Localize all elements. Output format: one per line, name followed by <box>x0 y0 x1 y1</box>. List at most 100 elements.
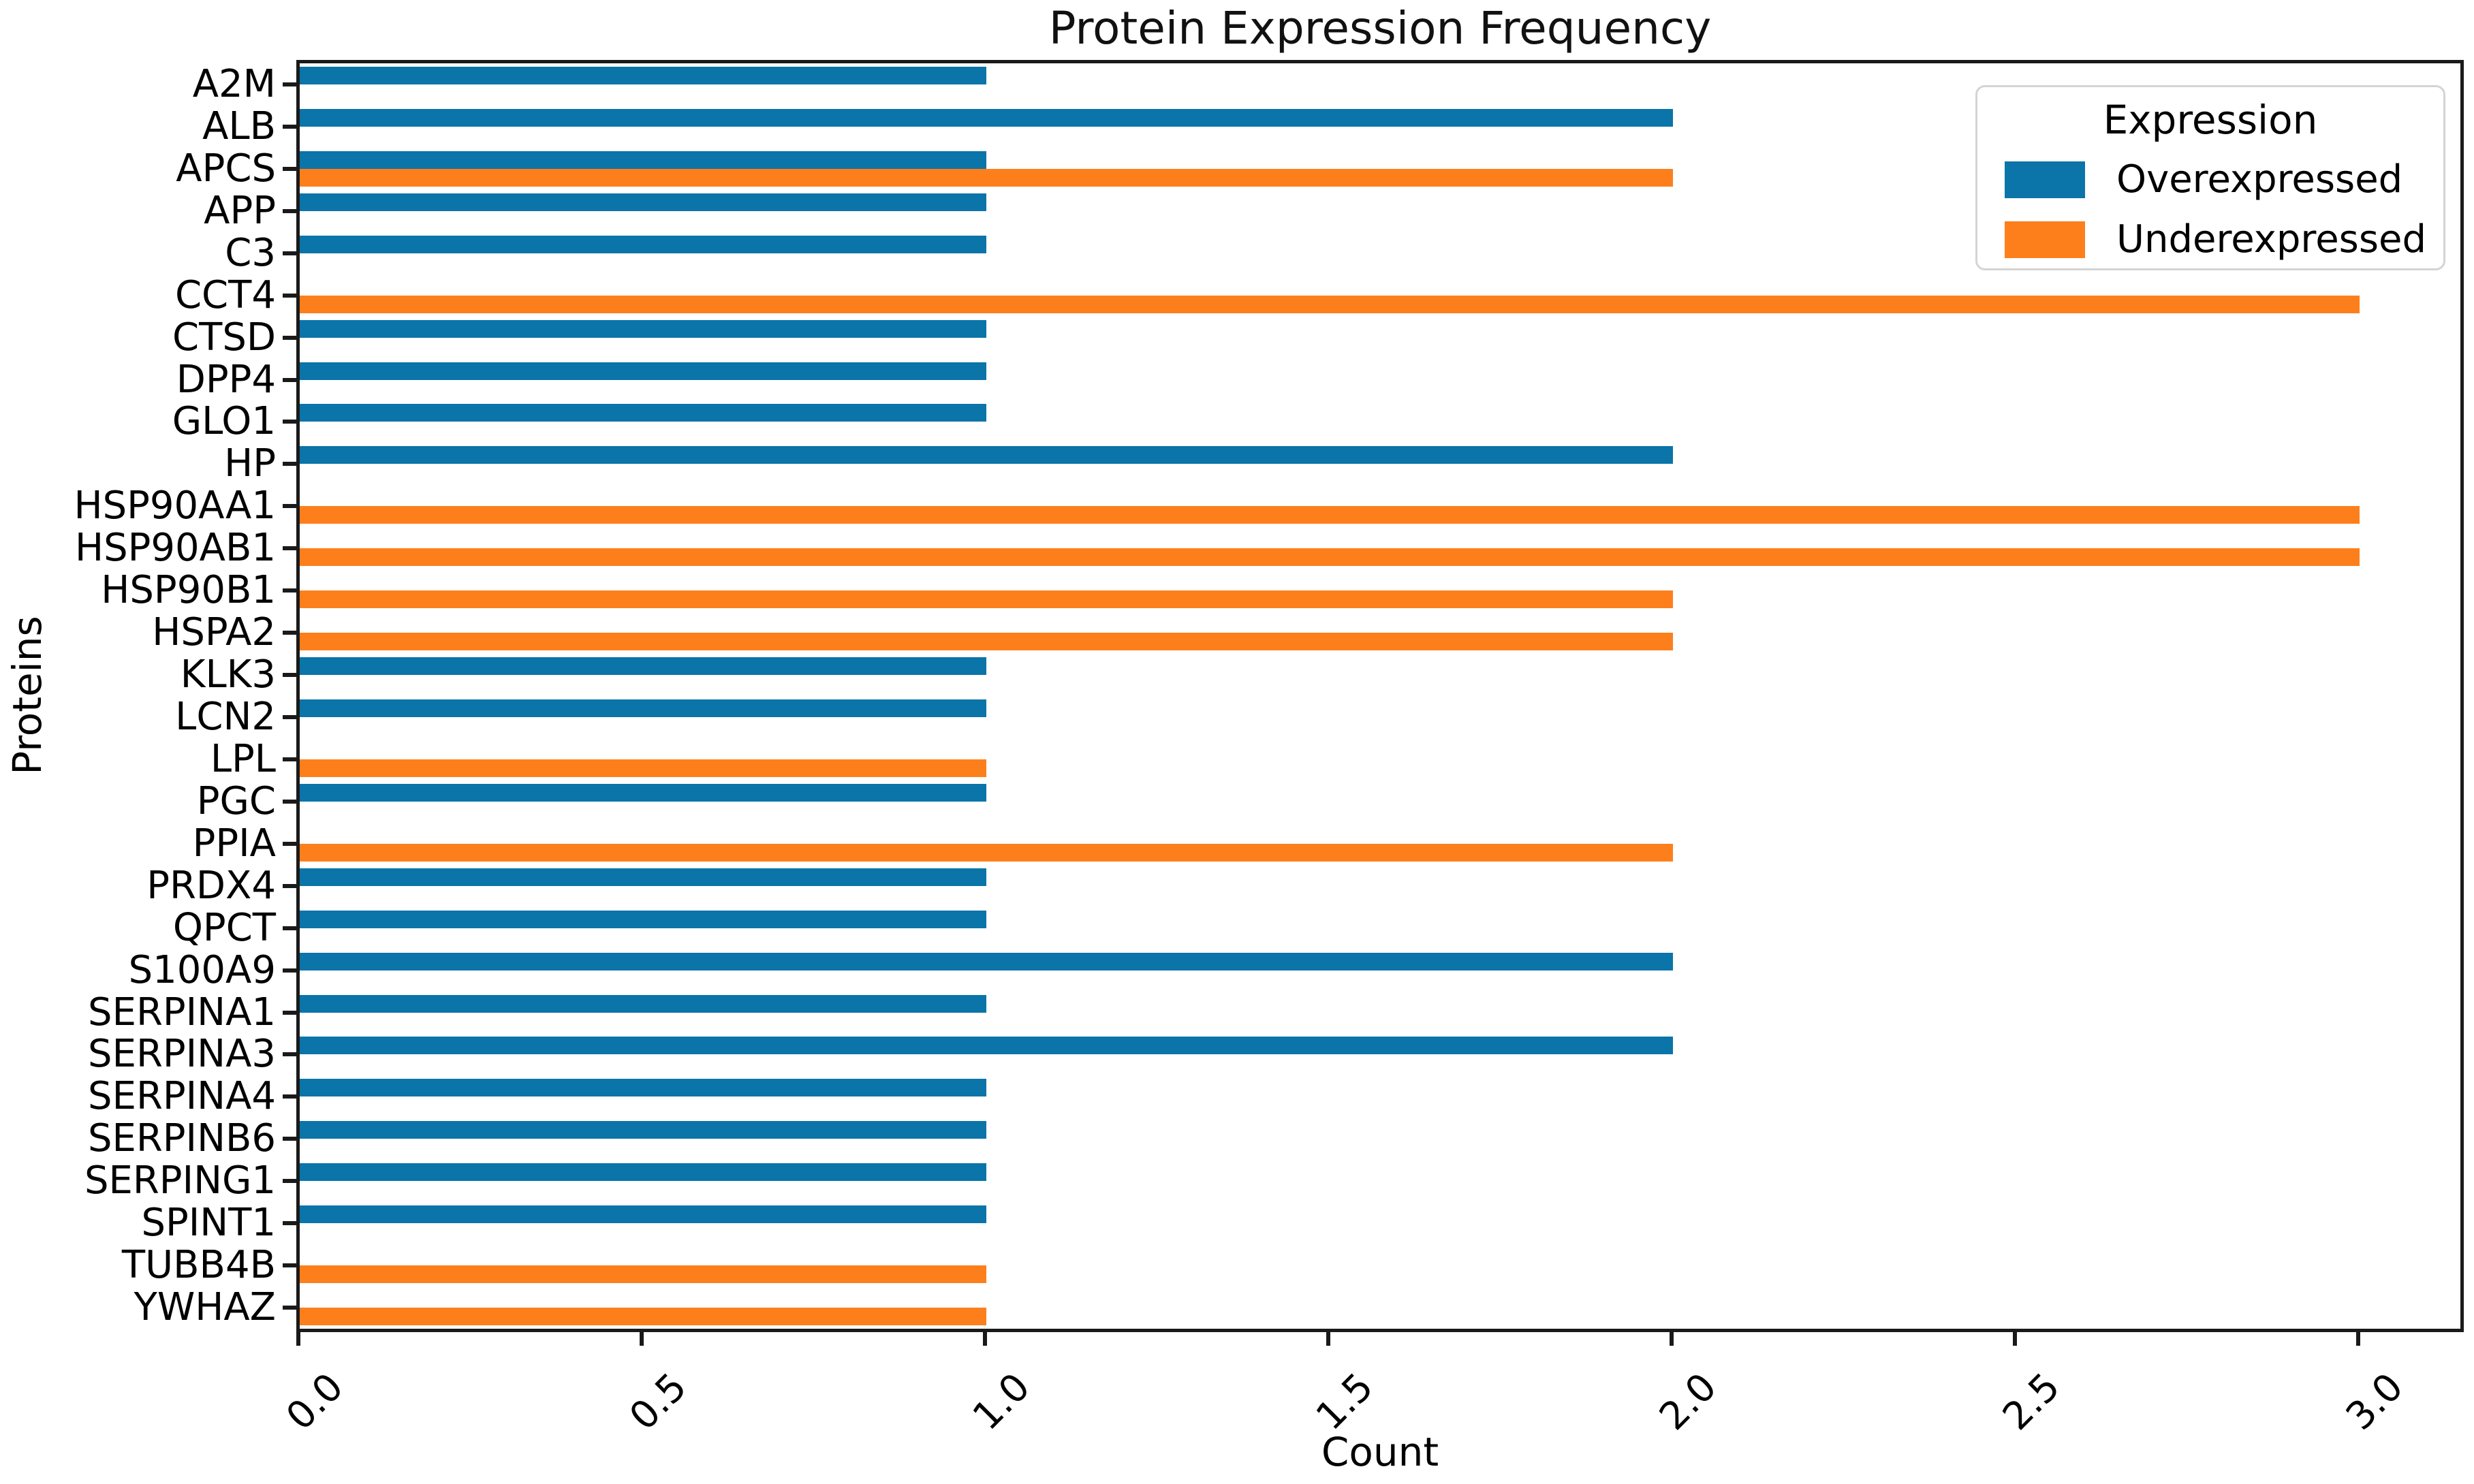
bar-overexpressed-SERPINB6 <box>300 1121 986 1139</box>
chart-title: Protein Expression Frequency <box>1048 2 1712 54</box>
y-tick-label-LPL: LPL <box>210 737 276 781</box>
y-tick-mark <box>283 1263 296 1267</box>
bar-overexpressed-SERPINA1 <box>300 995 986 1013</box>
y-tick-mark <box>283 842 296 846</box>
y-tick-label-HSPA2: HSPA2 <box>152 610 276 654</box>
y-tick-label-HSP90B1: HSP90B1 <box>101 568 276 612</box>
y-tick-label-SERPINA3: SERPINA3 <box>88 1032 276 1076</box>
overexpressed-swatch <box>2005 161 2085 198</box>
y-tick-mark <box>283 1306 296 1310</box>
legend: Expression Overexpressed Underexpressed <box>1975 85 2445 270</box>
bar-underexpressed-LPL <box>300 759 986 777</box>
y-tick-mark <box>283 82 296 86</box>
y-tick-mark <box>283 1011 296 1015</box>
y-tick-mark <box>283 1052 296 1056</box>
bar-overexpressed-SERPING1 <box>300 1163 986 1181</box>
bar-overexpressed-QPCT <box>300 911 986 928</box>
legend-item-overexpressed: Overexpressed <box>2005 161 2443 199</box>
y-tick-mark <box>283 251 296 255</box>
bar-overexpressed-SPINT1 <box>300 1205 986 1223</box>
y-tick-mark <box>283 1137 296 1141</box>
y-tick-label-SPINT1: SPINT1 <box>141 1201 276 1245</box>
y-tick-label-TUBB4B: TUBB4B <box>121 1243 276 1287</box>
bar-underexpressed-CCT4 <box>300 296 2360 313</box>
y-tick-label-LCN2: LCN2 <box>175 695 276 739</box>
x-axis-label: Count <box>1321 1429 1439 1475</box>
y-tick-label-C3: C3 <box>225 231 276 275</box>
y-tick-label-SERPING1: SERPING1 <box>84 1158 276 1203</box>
y-tick-mark <box>283 462 296 466</box>
x-tick-mark <box>2356 1332 2360 1346</box>
y-tick-mark <box>283 336 296 340</box>
y-tick-label-CTSD: CTSD <box>172 315 276 360</box>
y-tick-label-SERPINA1: SERPINA1 <box>88 990 276 1035</box>
y-tick-mark <box>283 884 296 888</box>
y-tick-mark <box>283 588 296 593</box>
bar-overexpressed-PRDX4 <box>300 868 986 886</box>
y-tick-mark <box>283 631 296 635</box>
bar-underexpressed-HSP90B1 <box>300 590 1673 608</box>
bar-overexpressed-SERPINA4 <box>300 1079 986 1096</box>
x-tick-mark <box>1326 1332 1330 1346</box>
bar-underexpressed-PPIA <box>300 844 1673 862</box>
bar-overexpressed-S100A9 <box>300 953 1673 970</box>
bar-overexpressed-CTSD <box>300 320 986 338</box>
bar-overexpressed-PGC <box>300 784 986 802</box>
bar-underexpressed-YWHAZ <box>300 1308 986 1325</box>
bar-overexpressed-KLK3 <box>300 657 986 675</box>
x-tick-mark <box>296 1332 300 1346</box>
legend-label-overexpressed: Overexpressed <box>2116 157 2403 202</box>
y-tick-mark <box>283 715 296 719</box>
y-tick-mark <box>283 800 296 804</box>
y-tick-label-APP: APP <box>204 189 276 233</box>
y-tick-mark <box>283 420 296 424</box>
bar-underexpressed-HSP90AB1 <box>300 548 2360 566</box>
y-tick-mark <box>283 294 296 298</box>
y-tick-mark <box>283 504 296 508</box>
y-tick-label-SERPINB6: SERPINB6 <box>87 1116 276 1161</box>
y-tick-mark <box>283 1221 296 1225</box>
y-tick-label-CCT4: CCT4 <box>174 273 276 317</box>
underexpressed-swatch <box>2005 221 2085 258</box>
y-tick-label-SERPINA4: SERPINA4 <box>88 1074 276 1118</box>
y-tick-label-DPP4: DPP4 <box>176 358 276 402</box>
bar-overexpressed-LCN2 <box>300 699 986 717</box>
y-tick-mark <box>283 1094 296 1099</box>
y-tick-label-PRDX4: PRDX4 <box>146 864 276 908</box>
bar-overexpressed-APCS <box>300 151 986 169</box>
bar-overexpressed-ALB <box>300 109 1673 127</box>
y-axis-label: Proteins <box>4 616 50 775</box>
bar-underexpressed-HSPA2 <box>300 633 1673 650</box>
y-tick-mark <box>283 968 296 973</box>
bar-overexpressed-A2M <box>300 67 986 84</box>
bar-underexpressed-APCS <box>300 169 1673 187</box>
y-tick-mark <box>283 926 296 930</box>
y-tick-label-APCS: APCS <box>176 146 276 191</box>
bar-overexpressed-C3 <box>300 236 986 253</box>
x-tick-mark <box>640 1332 644 1346</box>
legend-title: Expression <box>2103 97 2318 143</box>
bar-underexpressed-HSP90AA1 <box>300 506 2360 524</box>
x-tick-mark <box>983 1332 987 1346</box>
legend-item-underexpressed: Underexpressed <box>2005 221 2443 259</box>
y-tick-label-PPIA: PPIA <box>192 821 276 866</box>
y-tick-mark <box>283 757 296 761</box>
bar-overexpressed-HP <box>300 446 1673 464</box>
x-tick-mark <box>2013 1332 2017 1346</box>
y-tick-label-QPCT: QPCT <box>172 906 276 950</box>
y-tick-mark <box>283 167 296 171</box>
y-tick-label-HSP90AA1: HSP90AA1 <box>74 484 277 528</box>
y-tick-label-ALB: ALB <box>202 104 276 148</box>
y-tick-label-HSP90AB1: HSP90AB1 <box>74 526 276 570</box>
bar-overexpressed-GLO1 <box>300 404 986 422</box>
y-tick-label-PGC: PGC <box>196 779 276 823</box>
bar-overexpressed-APP <box>300 193 986 211</box>
y-tick-label-HP: HP <box>224 441 276 486</box>
bar-underexpressed-TUBB4B <box>300 1265 986 1283</box>
legend-label-underexpressed: Underexpressed <box>2116 217 2427 262</box>
y-tick-mark <box>283 378 296 382</box>
y-tick-label-KLK3: KLK3 <box>180 652 276 697</box>
y-tick-label-S100A9: S100A9 <box>128 948 276 992</box>
y-tick-mark <box>283 673 296 677</box>
y-tick-mark <box>283 1179 296 1183</box>
